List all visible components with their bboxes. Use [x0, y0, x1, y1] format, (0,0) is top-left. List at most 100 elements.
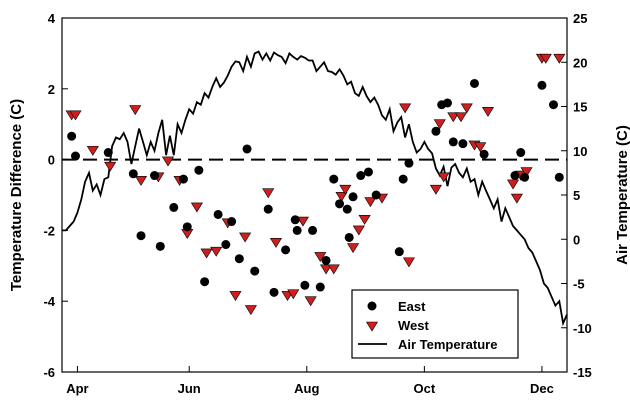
- east-point-34: [371, 190, 381, 200]
- west-point-40: [460, 103, 473, 114]
- left-axis: -6 -4 -2 0 2 4: [43, 11, 68, 380]
- y2-tick-label--5: -5: [573, 277, 585, 292]
- y-axis-title: Temperature Difference (C): [8, 99, 25, 291]
- east-point-1: [70, 151, 80, 161]
- x-tick-label-apr: Apr: [66, 381, 88, 396]
- east-point-25: [315, 282, 325, 292]
- west-point-3: [104, 161, 117, 172]
- west-point-7: [161, 156, 175, 167]
- west-point-33: [399, 103, 412, 114]
- east-point-31: [348, 192, 358, 202]
- y2-axis-title: Air Temperature (C): [614, 125, 630, 265]
- east-point-15: [234, 254, 244, 264]
- east-point-12: [213, 209, 223, 219]
- east-point-7: [169, 202, 179, 212]
- y-tick-label--6: -6: [43, 365, 55, 380]
- east-point-13: [221, 240, 231, 250]
- east-point-27: [329, 174, 339, 184]
- y2-tick-label--10: -10: [573, 321, 592, 336]
- west-point-10: [190, 202, 203, 213]
- west-point-39: [454, 112, 468, 123]
- west-point-44: [506, 179, 520, 190]
- east-point-46: [516, 148, 526, 158]
- west-point-31: [364, 197, 377, 208]
- west-point-21: [296, 216, 309, 227]
- east-point-16: [242, 144, 252, 154]
- east-point-30: [344, 232, 354, 242]
- west-point-17: [262, 188, 275, 199]
- west-point-5: [134, 176, 148, 186]
- east-point-33: [363, 167, 373, 177]
- east-point-48: [537, 80, 547, 90]
- legend-west-marker: [365, 321, 379, 332]
- west-point-43: [481, 107, 495, 117]
- y2-tick-label--15: -15: [573, 365, 592, 380]
- east-point-9: [182, 222, 192, 232]
- east-point-19: [269, 287, 279, 297]
- west-point-34: [402, 257, 415, 268]
- west-point-27: [339, 184, 352, 195]
- x-tick-label-oct: Oct: [414, 381, 436, 396]
- east-point-0: [67, 131, 77, 141]
- west-point-42: [474, 142, 487, 153]
- west-point-16: [244, 305, 257, 316]
- east-point-17: [250, 266, 260, 276]
- east-point-40: [442, 98, 452, 108]
- east-point-14: [227, 217, 237, 227]
- east-point-35: [394, 247, 404, 257]
- west-point-23: [314, 252, 327, 263]
- series-east: [67, 78, 564, 297]
- west-point-47: [520, 167, 533, 178]
- east-point-21: [290, 215, 300, 225]
- east-point-38: [431, 126, 441, 136]
- east-point-49: [549, 100, 559, 110]
- east-point-6: [155, 241, 165, 251]
- y2-tick-label-20: 20: [573, 55, 587, 70]
- x-tick-label-jun: Jun: [178, 381, 201, 396]
- east-point-42: [458, 139, 468, 149]
- east-point-2: [103, 148, 113, 158]
- series-air-temperature-line: [62, 50, 568, 327]
- west-point-22: [304, 296, 317, 307]
- legend-east-marker: [367, 301, 377, 311]
- east-point-36: [398, 174, 408, 184]
- legend-east-label: East: [398, 299, 426, 314]
- east-point-43: [469, 78, 479, 88]
- y2-tick-label-25: 25: [573, 11, 587, 26]
- west-point-12: [210, 246, 223, 257]
- east-point-20: [281, 245, 291, 255]
- east-point-32: [356, 171, 366, 181]
- east-point-5: [150, 171, 160, 181]
- y-tick-label--2: -2: [43, 223, 55, 238]
- series-west: [65, 53, 566, 316]
- west-point-14: [229, 291, 242, 301]
- east-point-45: [510, 171, 520, 181]
- west-point-29: [352, 225, 365, 236]
- east-point-8: [178, 174, 188, 184]
- west-point-4: [129, 105, 142, 116]
- x-tick-label-dec: Dec: [530, 381, 554, 396]
- right-axis: -15 -10 -5 0 5 10 15 20 25: [561, 11, 592, 380]
- legend-air-temperature-label: Air Temperature: [398, 337, 497, 352]
- east-point-24: [308, 225, 318, 235]
- west-point-26: [335, 191, 348, 202]
- bottom-axis: Apr Jun Aug Oct Dec: [66, 366, 554, 396]
- east-point-11: [200, 277, 210, 287]
- east-point-37: [404, 158, 414, 168]
- legend-box: [351, 289, 519, 359]
- legend: East West Air Temperature: [351, 289, 519, 359]
- east-point-41: [448, 137, 458, 147]
- y2-tick-label-0: 0: [573, 232, 580, 247]
- west-point-49: [539, 53, 552, 64]
- legend-west-label: West: [398, 318, 429, 333]
- west-point-50: [553, 53, 566, 64]
- west-point-36: [433, 119, 446, 130]
- east-point-29: [342, 204, 352, 214]
- east-point-10: [194, 165, 204, 175]
- east-point-18: [263, 204, 273, 214]
- west-point-18: [269, 237, 282, 248]
- west-point-2: [86, 145, 99, 156]
- west-point-38: [447, 112, 460, 123]
- y-tick-label--4: -4: [43, 294, 55, 309]
